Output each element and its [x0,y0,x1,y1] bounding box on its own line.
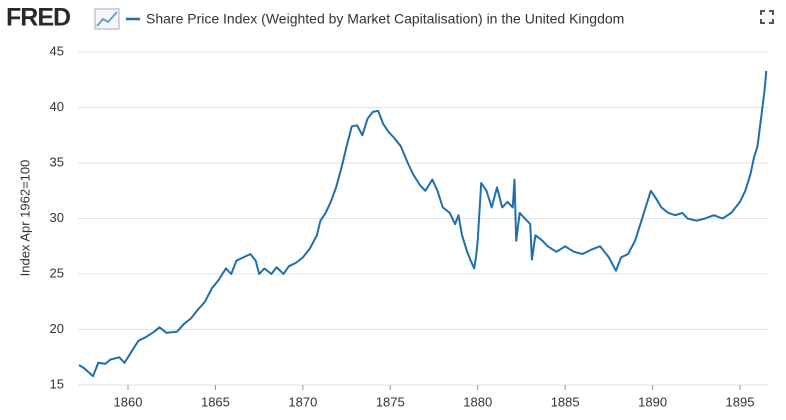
x-tick-label: 1880 [463,394,492,409]
x-tick-label: 1875 [376,394,405,409]
y-tick-label: 25 [50,265,64,280]
y-tick-label: 20 [50,321,64,336]
y-tick-label: 40 [50,99,64,114]
y-axis-label: Index Apr 1962=100 [17,160,32,277]
x-tick-label: 1885 [551,394,580,409]
legend-label: Share Price Index (Weighted by Market Ca… [146,11,624,27]
x-tick-label: 1865 [201,394,230,409]
y-tick-label: 15 [50,376,64,391]
x-tick-label: 1860 [114,394,143,409]
y-tick-label: 35 [50,154,64,169]
x-tick-label: 1870 [288,394,317,409]
y-tick-label: 30 [50,210,64,225]
data-line [78,70,768,378]
logo: FRED [6,4,70,32]
logo-icon [94,8,120,30]
fullscreen-icon[interactable] [760,10,774,24]
y-tick-label: 45 [50,43,64,58]
x-tick-label: 1895 [726,394,755,409]
x-tick-label: 1890 [638,394,667,409]
